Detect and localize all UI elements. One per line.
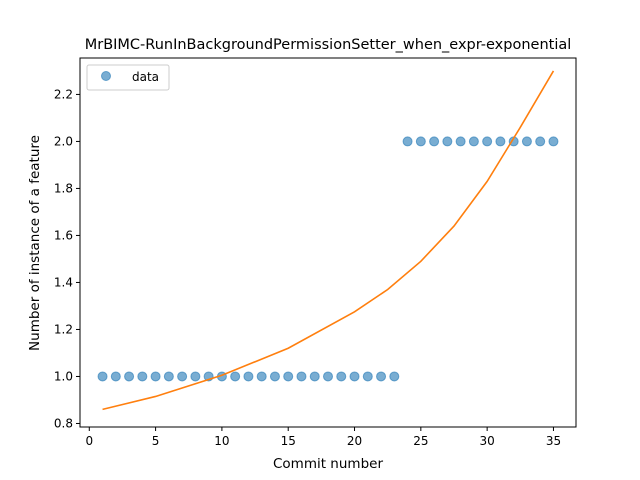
data-point xyxy=(110,371,121,382)
plot-area xyxy=(97,70,559,411)
data-point xyxy=(402,136,413,147)
x-tick-label: 15 xyxy=(281,434,296,448)
data-point xyxy=(455,136,466,147)
data-point xyxy=(150,371,161,382)
y-axis-label: Number of instance of a feature xyxy=(27,135,43,351)
x-axis: 0 5 10 15 20 25 30 35 xyxy=(85,427,561,448)
data-point xyxy=(336,371,347,382)
data-point xyxy=(376,371,387,382)
data-point xyxy=(243,371,254,382)
x-tick-label: 5 xyxy=(152,434,160,448)
y-tick-label: 1.6 xyxy=(54,228,73,242)
data-point xyxy=(323,371,333,382)
data-point xyxy=(230,371,241,382)
data-point xyxy=(163,371,174,382)
data-point xyxy=(190,371,201,382)
data-point xyxy=(429,136,440,147)
x-tick-label: 35 xyxy=(546,434,561,448)
data-point xyxy=(309,371,320,382)
x-tick-label: 25 xyxy=(413,434,428,448)
data-point xyxy=(415,136,426,147)
x-tick-label: 30 xyxy=(480,434,495,448)
y-tick-label: 1.8 xyxy=(54,181,73,195)
y-tick-label: 2.0 xyxy=(54,134,73,148)
data-point xyxy=(535,136,546,147)
legend: data xyxy=(86,64,170,91)
x-tick-label: 0 xyxy=(85,434,93,448)
y-tick-label: 1.4 xyxy=(54,275,73,289)
y-axis: 0.8 1.0 1.2 1.4 1.6 1.8 2.0 2.2 xyxy=(54,87,80,430)
legend-marker xyxy=(101,71,111,81)
data-point xyxy=(256,371,267,382)
data-point xyxy=(482,136,493,147)
data-point xyxy=(177,371,188,382)
chart-title: MrBIMC-RunInBackgroundPermissionSetter_w… xyxy=(85,37,572,53)
data-point xyxy=(269,371,280,382)
data-point xyxy=(97,371,108,382)
data-point xyxy=(442,136,453,147)
data-point xyxy=(521,136,532,147)
x-tick-label: 10 xyxy=(214,434,229,448)
data-point xyxy=(137,371,148,382)
y-tick-label: 2.2 xyxy=(54,87,73,101)
y-tick-label: 0.8 xyxy=(54,416,73,430)
data-point xyxy=(389,371,400,382)
data-point xyxy=(124,371,135,382)
y-tick-label: 1.0 xyxy=(54,369,73,383)
fit-line xyxy=(102,70,555,411)
data-point xyxy=(296,371,307,382)
data-point xyxy=(468,136,479,147)
data-point xyxy=(283,371,294,382)
data-point xyxy=(349,371,360,382)
legend-label: data xyxy=(132,70,159,84)
x-tick-label: 20 xyxy=(347,434,362,448)
data-point xyxy=(362,371,373,382)
axes-frame xyxy=(79,57,577,428)
data-point xyxy=(495,136,506,147)
x-axis-label: Commit number xyxy=(273,456,383,472)
data-point xyxy=(548,136,559,147)
y-tick-label: 1.2 xyxy=(54,322,73,336)
